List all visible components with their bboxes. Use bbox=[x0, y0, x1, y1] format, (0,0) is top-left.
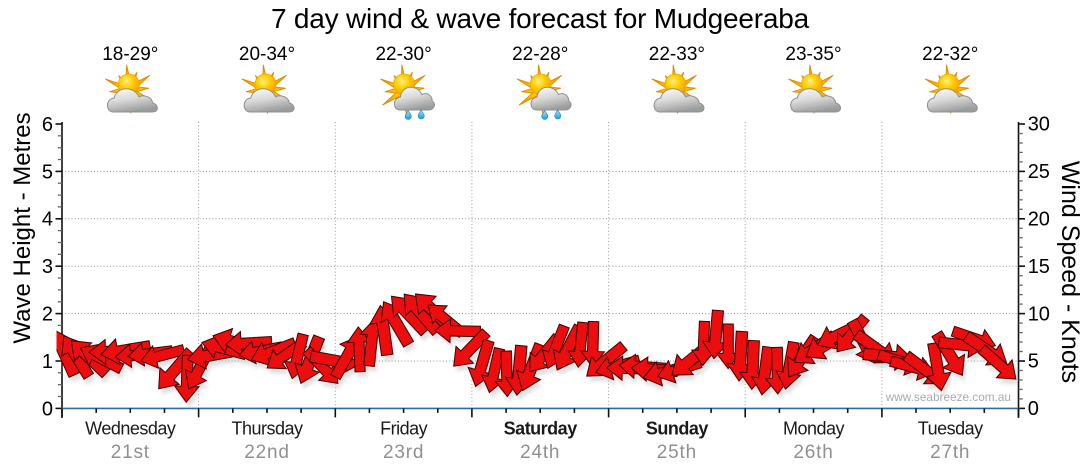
svg-text:Saturday: Saturday bbox=[504, 419, 578, 439]
svg-text:22nd: 22nd bbox=[244, 442, 289, 463]
svg-text:www.seabreeze.com.au: www.seabreeze.com.au bbox=[885, 390, 1011, 404]
svg-text:23rd: 23rd bbox=[383, 442, 424, 463]
svg-text:25th: 25th bbox=[657, 442, 697, 463]
svg-text:4: 4 bbox=[42, 209, 53, 231]
svg-text:5: 5 bbox=[42, 161, 53, 183]
svg-text:6: 6 bbox=[42, 114, 53, 136]
svg-text:25: 25 bbox=[1028, 161, 1050, 183]
svg-text:Wave Height - Metres: Wave Height - Metres bbox=[9, 112, 36, 343]
svg-text:Thursday: Thursday bbox=[231, 419, 303, 439]
svg-text:5: 5 bbox=[1028, 351, 1039, 373]
svg-text:20-34°: 20-34° bbox=[239, 44, 295, 65]
svg-text:30: 30 bbox=[1028, 114, 1050, 136]
svg-text:20: 20 bbox=[1028, 209, 1050, 231]
svg-text:15: 15 bbox=[1028, 256, 1050, 278]
svg-text:Tuesday: Tuesday bbox=[918, 419, 983, 439]
svg-text:27th: 27th bbox=[930, 442, 970, 463]
svg-text:21st: 21st bbox=[111, 442, 150, 463]
svg-text:10: 10 bbox=[1028, 303, 1050, 325]
svg-text:Sunday: Sunday bbox=[646, 419, 709, 439]
svg-text:22-33°: 22-33° bbox=[649, 44, 705, 65]
svg-text:0: 0 bbox=[42, 398, 53, 420]
svg-text:2: 2 bbox=[42, 304, 53, 326]
svg-text:7 day wind & wave forecast for: 7 day wind & wave forecast for Mudgeerab… bbox=[271, 3, 810, 34]
svg-text:Wind Speed - Knots: Wind Speed - Knots bbox=[1056, 161, 1080, 383]
svg-text:18-29°: 18-29° bbox=[102, 44, 158, 65]
svg-text:24th: 24th bbox=[520, 442, 560, 463]
svg-text:Wednesday: Wednesday bbox=[85, 419, 176, 439]
svg-text:22-28°: 22-28° bbox=[512, 44, 568, 65]
svg-text:26th: 26th bbox=[793, 442, 833, 463]
svg-text:Monday: Monday bbox=[783, 419, 845, 439]
svg-text:22-32°: 22-32° bbox=[922, 44, 978, 65]
svg-text:Friday: Friday bbox=[380, 419, 428, 439]
svg-text:23-35°: 23-35° bbox=[785, 44, 841, 65]
svg-text:3: 3 bbox=[42, 256, 53, 278]
svg-text:1: 1 bbox=[42, 351, 53, 373]
svg-text:22-30°: 22-30° bbox=[375, 44, 431, 65]
svg-text:0: 0 bbox=[1028, 398, 1039, 420]
